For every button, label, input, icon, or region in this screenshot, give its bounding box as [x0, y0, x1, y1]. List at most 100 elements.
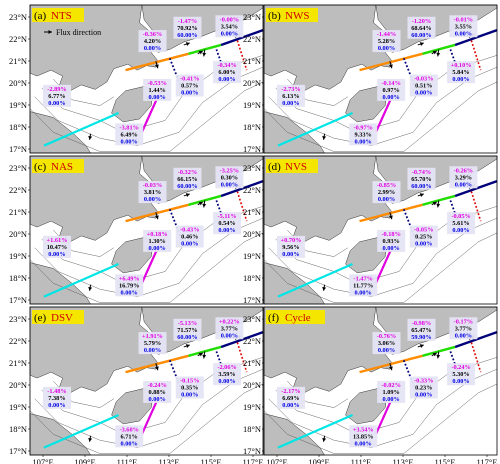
panel-id: (c) — [34, 161, 47, 173]
arrow-head — [154, 215, 159, 220]
flux-value: -0.05% — [414, 226, 433, 233]
magenta-transect-flux-label: -0.02%1.09%0.00% — [377, 380, 406, 403]
arrow-head — [432, 50, 437, 55]
section-orange — [125, 203, 189, 223]
label-background — [138, 332, 167, 355]
flux-value: +1.91% — [142, 333, 163, 340]
flux-value: +0.70% — [281, 237, 302, 244]
section-dotted-red — [236, 191, 248, 222]
flux-value: -0.15% — [180, 377, 199, 384]
lat-label: 22°N — [243, 34, 261, 44]
flux-value: -2.89% — [47, 86, 66, 93]
flux-arrow — [202, 200, 207, 208]
flux-value: 0.00% — [149, 94, 166, 101]
navy-transect-flux-label: +0.22%3.77%0.00% — [215, 317, 244, 340]
panel-id: (a) — [34, 10, 47, 22]
dotted-navy-flux-label: -0.15%0.35%0.00% — [175, 376, 204, 399]
flux-value: 0.00% — [48, 251, 65, 258]
label-background — [372, 332, 401, 355]
sw-transect-flux-label: -0.97%9.33%0.00% — [349, 123, 378, 146]
flux-value: 0.54% — [218, 220, 235, 227]
dotted-red-flux-label: -5.11%0.54%0.00% — [213, 212, 242, 235]
label-background — [276, 386, 305, 409]
navy-transect-flux-label: -3.25%0.30%0.00% — [215, 166, 244, 189]
lat-label: 17°N — [243, 144, 261, 154]
flux-arrow — [322, 133, 327, 140]
magenta-transect-flux-label: -0.53%1.44%0.00% — [143, 78, 172, 101]
lat-label: 22°N — [9, 336, 27, 346]
label-background — [215, 15, 244, 38]
label-background — [407, 16, 436, 39]
label-background — [173, 318, 202, 341]
lon-label: 109°E — [308, 457, 329, 464]
label-background — [115, 123, 144, 146]
central-flux-label: -5.13%71.57%60.00% — [173, 318, 202, 341]
title-highlight — [266, 310, 325, 324]
flux-value: 0.00% — [455, 30, 472, 37]
flux-arrow — [197, 352, 204, 357]
flux-value: 0.00% — [221, 332, 238, 339]
lat-label: 19°N — [243, 100, 261, 110]
lat-label: 22°N — [9, 34, 27, 44]
flux-value: 0.00% — [149, 245, 166, 252]
arrow-head — [88, 437, 93, 442]
lat-label: 23°N — [9, 163, 27, 173]
lat-label: 20°N — [9, 380, 27, 390]
flux-value: 0.23% — [415, 384, 432, 391]
flux-value: 16.79% — [119, 282, 139, 289]
flux-value: 5.84% — [452, 69, 469, 76]
flux-arrow — [202, 351, 207, 359]
flux-value: 0.57% — [181, 82, 198, 89]
section-dotted-red — [470, 342, 482, 373]
arrow-head — [432, 201, 437, 206]
label-background — [215, 166, 244, 189]
label-background — [213, 363, 242, 386]
flux-value: -0.53% — [147, 80, 166, 87]
flux-arrow — [154, 363, 159, 371]
flux-value: 0.00% — [181, 391, 198, 398]
lat-label: 18°N — [9, 424, 27, 434]
map-panel: (e) DSV-1.48%7.38%0.00%-3.60%6.71%0.00%+1… — [29, 306, 264, 456]
flux-value: 0.00% — [452, 378, 469, 385]
flux-value: 0.00% — [121, 289, 138, 296]
lat-label: 21°N — [243, 207, 261, 217]
flux-arrow — [197, 201, 204, 206]
label-background — [349, 123, 378, 146]
flux-value: -0.34% — [217, 62, 236, 69]
navy-transect-flux-label: -0.26%3.29%0.00% — [449, 166, 478, 189]
flux-value: 0.00% — [144, 347, 161, 354]
label-background — [447, 363, 476, 386]
flux-value: 3.55% — [455, 23, 472, 30]
map-panel: (d) NVS+0.70%9.56%0.00%-1.47%11.77%0.00%-… — [263, 155, 498, 305]
label-background — [42, 386, 71, 409]
section-green — [422, 345, 456, 357]
panel-title: (f) Cycle — [266, 310, 325, 324]
flux-value: 1.09% — [383, 389, 400, 396]
flux-value: 0.00% — [218, 378, 235, 385]
arrow-head — [185, 193, 190, 197]
flux-value: 3.81% — [144, 189, 161, 196]
navy-transect-flux-label: -0.00%3.54%0.00% — [215, 15, 244, 38]
flux-value: -0.26% — [454, 167, 473, 174]
flux-value: -1.47% — [178, 18, 197, 25]
map-panel: (c) NAS+1.61%10.47%0.00%+6.49%16.79%0.00%… — [29, 155, 264, 305]
flux-value: -2.17% — [281, 388, 300, 395]
lat-label: 18°N — [243, 122, 261, 132]
depth-contour — [29, 383, 264, 454]
label-background — [143, 78, 172, 101]
section-dotted-red — [236, 342, 248, 373]
flux-arrow — [88, 133, 93, 140]
title-highlight — [266, 159, 318, 173]
lat-label: 21°N — [9, 56, 27, 66]
section-dotted-red — [470, 191, 482, 222]
flux-value: 60.00% — [177, 32, 197, 39]
flux-arrow — [154, 61, 159, 69]
flux-value: 0.00% — [48, 402, 65, 409]
panel-frame — [29, 4, 264, 154]
lon-label: 115°E — [434, 457, 455, 464]
lat-label: 23°N — [243, 163, 261, 173]
label-background — [213, 212, 242, 235]
flux-value: -0.33% — [414, 377, 433, 384]
dotted-red-flux-label: -2.06%3.59%0.00% — [213, 363, 242, 386]
lat-label: 21°N — [243, 358, 261, 368]
